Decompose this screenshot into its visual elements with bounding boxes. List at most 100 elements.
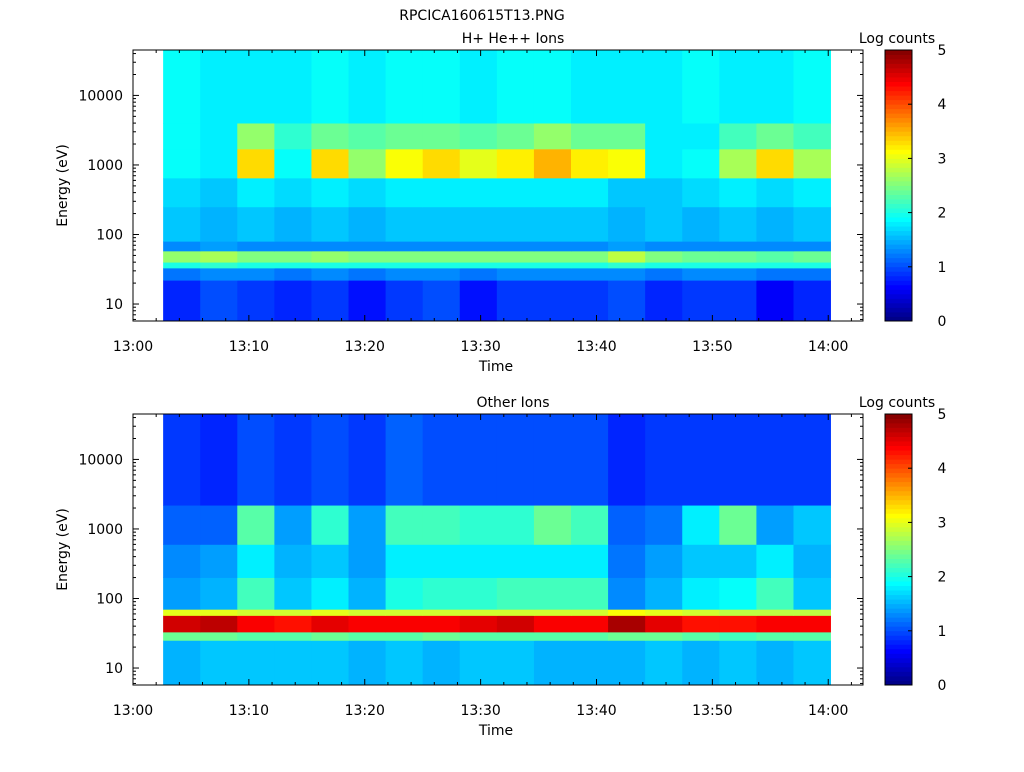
colorbar-tick-label: 4: [938, 461, 947, 477]
heatmap-cell: [385, 262, 424, 269]
heatmap-cell: [385, 241, 424, 252]
heatmap-cell: [274, 505, 312, 545]
heatmap-cell: [385, 544, 424, 578]
heatmap-cell: [422, 631, 461, 641]
heatmap-cell: [645, 123, 683, 150]
heatmap-cell: [608, 177, 646, 208]
heatmap-cell: [756, 262, 794, 269]
y-tick-label: 100: [96, 591, 123, 607]
heatmap-cell: [385, 123, 424, 150]
heatmap-cell: [608, 609, 646, 616]
heatmap-cell: [608, 148, 646, 179]
heatmap-cell: [200, 615, 238, 633]
heatmap-cell: [237, 609, 275, 616]
heatmap-cell: [533, 544, 572, 578]
heatmap-cell: [793, 206, 831, 242]
heatmap-cell: [719, 206, 757, 242]
heatmap-cell: [756, 609, 794, 616]
heatmap-cell: [459, 631, 498, 641]
heatmap-cell: [645, 148, 683, 179]
heatmap-cell: [311, 640, 349, 686]
heatmap-cell: [422, 414, 461, 506]
heatmap-cell: [719, 609, 757, 616]
heatmap-cell: [459, 267, 498, 281]
heatmap-cell: [533, 609, 572, 616]
heatmap-cell: [719, 414, 757, 506]
colorbar-segment: [885, 459, 912, 465]
colorbar-segment: [885, 135, 912, 141]
heatmap-cell: [163, 241, 201, 252]
x-tick-label: 13:40: [576, 703, 616, 719]
heatmap-cell: [645, 50, 683, 124]
heatmap-cell: [200, 280, 238, 322]
heatmap-cell: [237, 640, 275, 686]
x-tick-label: 13:50: [692, 703, 732, 719]
heatmap-cell: [163, 250, 201, 263]
heatmap-cell: [608, 267, 646, 281]
heatmap-cell: [719, 148, 757, 179]
heatmap-cell: [571, 631, 609, 641]
heatmap-cell: [237, 615, 275, 633]
colorbar-segment: [885, 472, 912, 478]
heatmap-cell: [163, 50, 201, 124]
heatmap-cell: [756, 414, 794, 506]
heatmap-cell: [645, 615, 683, 633]
colorbar-segment: [885, 644, 912, 650]
colorbar-segment: [885, 126, 912, 132]
heatmap-cell: [311, 123, 349, 150]
x-tick-label: 14:00: [808, 339, 848, 355]
colorbar-segment: [885, 99, 912, 105]
heatmap-cell: [311, 544, 349, 578]
heatmap-cell: [756, 250, 794, 263]
heatmap-cell: [682, 577, 720, 610]
colorbar-segment: [885, 639, 912, 645]
heatmap-cell: [496, 631, 535, 641]
heatmap-cell: [793, 631, 831, 641]
colorbar-segment: [885, 149, 912, 155]
heatmap-cell: [200, 206, 238, 242]
heatmap-cells: [163, 50, 831, 322]
colorbar-segment: [885, 68, 912, 73]
colorbar-segment: [885, 199, 912, 204]
colorbar-segment: [885, 612, 912, 618]
colorbar-segment: [885, 423, 912, 428]
heatmap-cell: [793, 241, 831, 252]
colorbar-segment: [885, 450, 912, 456]
heatmap-cell: [311, 577, 349, 610]
heatmap-cell: [274, 544, 312, 578]
colorbar-segment: [885, 653, 912, 659]
colorbar-segment: [885, 648, 912, 654]
heatmap-cell: [274, 123, 312, 150]
colorbar-segment: [885, 63, 912, 69]
colorbar-tick-label: 0: [938, 678, 947, 694]
heatmap-cell: [608, 544, 646, 578]
heatmap-cell: [682, 241, 720, 252]
heatmap-cell: [496, 241, 535, 252]
heatmap-cell: [200, 544, 238, 578]
heatmap-cell: [719, 544, 757, 578]
heatmap-cell: [533, 280, 572, 322]
heatmap-cell: [459, 544, 498, 578]
heatmap-cell: [311, 414, 349, 506]
heatmap-cell: [422, 577, 461, 610]
colorbar-segment: [885, 253, 912, 259]
heatmap-cell: [385, 577, 424, 610]
heatmap-cell: [274, 206, 312, 242]
heatmap-cell: [496, 609, 535, 616]
heatmap-cell: [385, 50, 424, 124]
heatmap-cell: [719, 123, 757, 150]
heatmap-cell: [533, 615, 572, 633]
y-tick-label: 10: [105, 661, 123, 677]
colorbar-segment: [885, 671, 912, 677]
colorbar-segment: [885, 666, 912, 672]
colorbar-segment: [885, 594, 912, 600]
heatmap-cell: [682, 280, 720, 322]
heatmap-cell: [571, 609, 609, 616]
y-tick-label: 1000: [87, 522, 123, 538]
heatmap-cell: [348, 50, 386, 124]
heatmap-cell: [348, 609, 386, 616]
colorbar-segment: [885, 418, 912, 424]
colorbar-segment: [885, 190, 912, 195]
